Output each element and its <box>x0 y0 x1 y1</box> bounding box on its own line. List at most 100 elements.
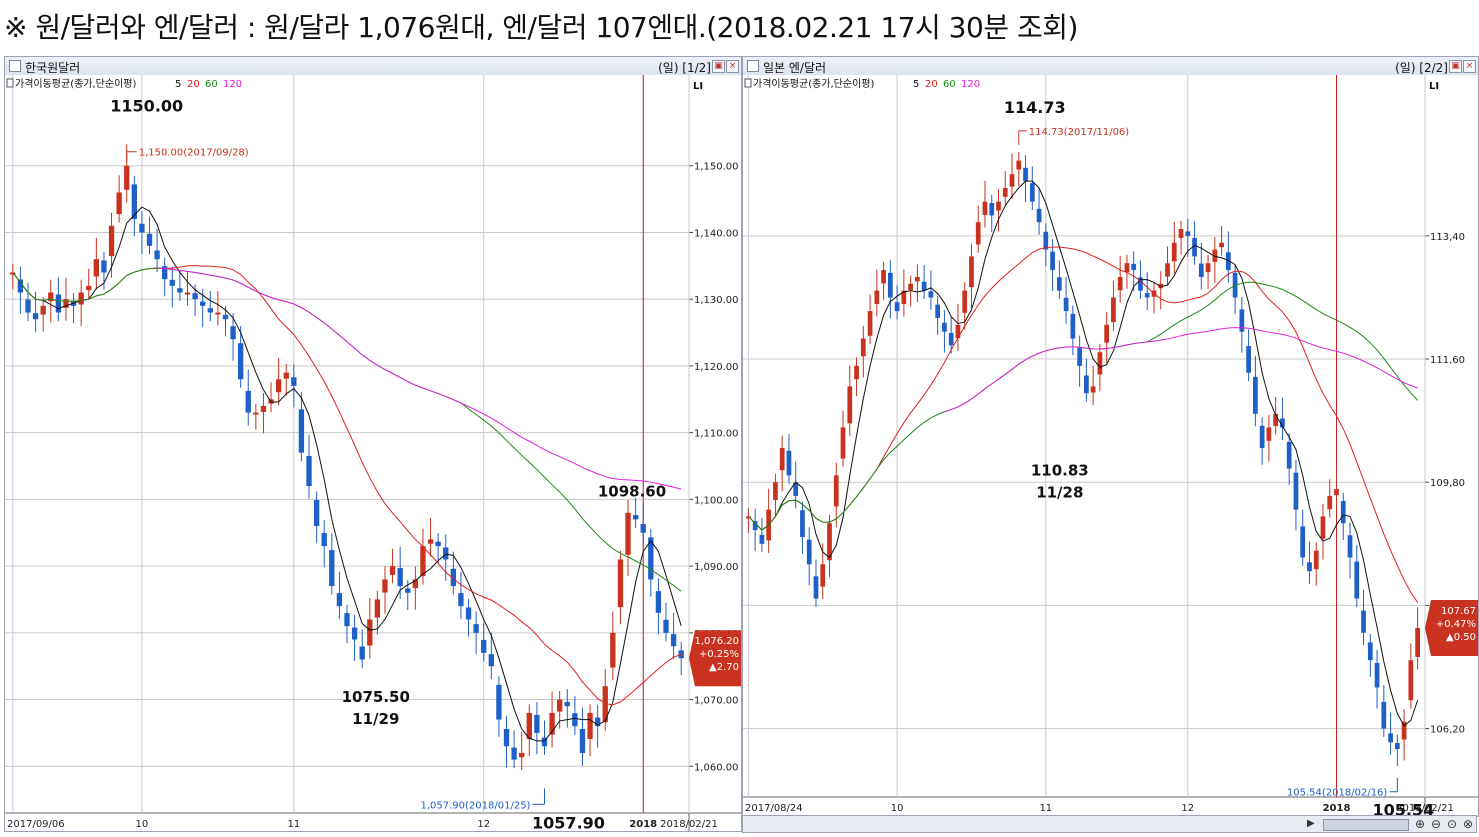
candle-body <box>982 201 988 215</box>
candle-body <box>1165 263 1170 277</box>
candle-body <box>640 524 646 533</box>
candle-body <box>1185 231 1191 236</box>
candle-body <box>1239 309 1245 332</box>
candle-body <box>602 686 608 723</box>
panel-close-icon[interactable]: × <box>726 60 739 73</box>
candle-body <box>996 201 1001 211</box>
candle-body <box>1104 324 1110 343</box>
candle-body <box>1381 701 1387 729</box>
zoom-in-icon[interactable]: ⊕ <box>1415 817 1426 831</box>
candle-body <box>1253 376 1258 414</box>
candle-body <box>1374 662 1380 688</box>
zoom-out-icon[interactable]: ⊖ <box>1431 817 1442 831</box>
y-tick-label: 1,070.00 <box>694 696 739 707</box>
candle-body <box>1361 610 1366 633</box>
y-tick-label: 1,090.00 <box>694 562 739 573</box>
candle-body <box>579 728 586 753</box>
candle-body <box>374 599 381 618</box>
x-tick-label: 10 <box>136 819 149 830</box>
candle-body <box>894 302 900 312</box>
candle-body <box>678 650 684 659</box>
ma5-line <box>12 206 682 742</box>
candle-body <box>519 752 525 758</box>
panel-title: 한국원달러 <box>25 61 81 75</box>
candle-body <box>928 291 934 298</box>
current-price-text: ▲2.70 <box>709 662 739 673</box>
candle-body <box>1408 660 1414 701</box>
current-price-box <box>689 630 741 687</box>
candle-body <box>162 266 168 280</box>
candle-body <box>458 593 464 607</box>
candle-body <box>496 684 502 720</box>
x-tick-label: 11 <box>287 819 300 830</box>
y-tick-label: 1,120.00 <box>694 362 739 373</box>
candle-body <box>779 448 785 471</box>
scroll-right-arrow-icon[interactable]: ▶ <box>1307 818 1315 829</box>
candle-body <box>351 627 358 640</box>
candle-body <box>336 593 343 607</box>
candle-body <box>306 456 312 487</box>
y-tick-label: 111,60 <box>1430 355 1465 366</box>
zoom-reset-icon[interactable]: ⊙ <box>1447 817 1458 831</box>
candle-body <box>813 576 819 599</box>
candle-body <box>382 579 388 593</box>
current-price-text: +0.47% <box>1436 619 1476 630</box>
y-tick-label: 113,40 <box>1430 232 1465 243</box>
candle-body <box>1171 242 1177 262</box>
panel-settings-icon[interactable]: ▣ <box>1449 60 1462 73</box>
candle-body <box>124 165 130 190</box>
panel-close-icon[interactable]: × <box>1463 60 1476 73</box>
horizontal-scrollbar[interactable]: ▶ ⊕ ⊖ ⊙ ⊗ <box>742 815 1477 833</box>
candle-body <box>1347 535 1353 558</box>
candle-body <box>942 322 947 332</box>
candle-body <box>625 512 631 555</box>
candle-body <box>1070 313 1076 339</box>
candle-body <box>1394 742 1400 750</box>
candle-body <box>1259 425 1265 448</box>
high-marker-label: 114.73(2017/11/06) <box>1029 127 1130 138</box>
candle-body <box>955 324 961 339</box>
ma-legend-60: 60 <box>205 79 218 90</box>
chart-background <box>743 75 1478 816</box>
candle-body <box>610 632 616 668</box>
candle-body <box>1212 249 1218 262</box>
candle-body <box>1415 627 1420 657</box>
candle-body <box>405 588 411 593</box>
candle-body <box>238 343 244 380</box>
candle-body <box>1124 263 1130 273</box>
candle-body <box>503 728 510 747</box>
chart-panel-jpy-usd[interactable]: 일본 엔/달러 (일) [2/2] ▣ × 106,20108,00109,80… <box>742 56 1479 817</box>
panel-select-checkbox[interactable] <box>9 60 21 72</box>
candle-body <box>192 293 198 300</box>
chart-panel-krw-usd[interactable]: 한국원달러 (일) [1/2] ▣ × 1,060.001,070.001,08… <box>4 56 742 832</box>
panel-select-checkbox[interactable] <box>747 60 759 72</box>
candle-body <box>1056 277 1062 291</box>
panel-page-label: (일) [2/2] <box>1395 61 1448 75</box>
axis-unit-icon: LI <box>1429 81 1439 92</box>
ma-legend-5: 5 <box>913 79 919 90</box>
candle-body <box>1090 386 1096 393</box>
candle-body <box>253 412 259 415</box>
jpy-usd-candlestick-chart[interactable]: 106,20108,00109,80111,60113,402017/08/24… <box>743 75 1478 816</box>
candle-body <box>488 654 494 667</box>
scroll-thumb[interactable] <box>1323 819 1409 831</box>
panel-settings-icon[interactable]: ▣ <box>712 60 725 73</box>
panel-title: 일본 엔/달러 <box>763 61 827 75</box>
zoom-fit-icon[interactable]: ⊗ <box>1463 817 1474 831</box>
candle-body <box>534 714 540 733</box>
candle-body <box>670 634 677 647</box>
page-headline: ※ 원/달러와 엔/달러 : 원/달라 1,076원대, 엔/달러 107엔대.… <box>4 11 1078 44</box>
panel-page-label: (일) [1/2] <box>658 61 711 75</box>
low-value-label: 105.54 <box>1372 801 1434 816</box>
candle-body <box>230 326 236 340</box>
candle-body <box>412 579 419 589</box>
ma-legend-60: 60 <box>943 79 956 90</box>
candle-body <box>572 713 578 727</box>
krw-usd-candlestick-chart[interactable]: 1,060.001,070.001,080.001,090.001,100.00… <box>5 75 741 831</box>
indicator-legend-icon <box>6 78 14 88</box>
candle-body <box>177 288 183 293</box>
indicator-label: 가격이동평균(종가,단순이평) <box>15 77 136 90</box>
candle-body <box>1334 489 1339 496</box>
candle-body <box>329 550 335 587</box>
candle-body <box>632 515 639 520</box>
